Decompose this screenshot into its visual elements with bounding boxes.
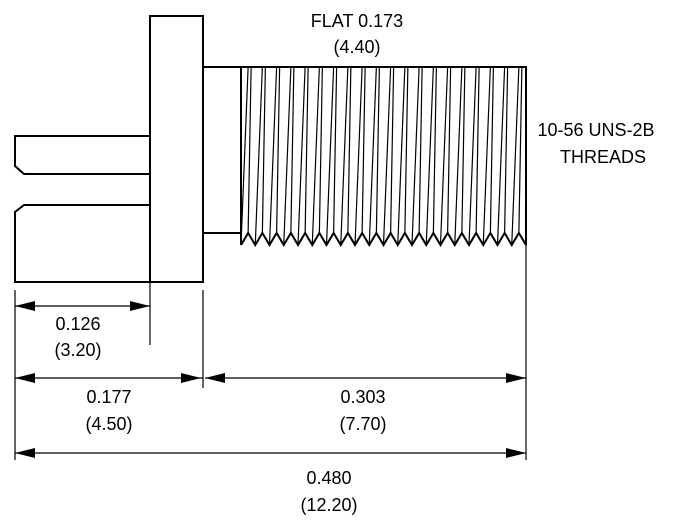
flat-section	[203, 66, 241, 234]
thread-line	[297, 66, 306, 246]
thread-line	[439, 66, 449, 246]
thread-line	[425, 66, 434, 246]
thread-line	[397, 66, 406, 246]
thread-line	[247, 66, 252, 234]
thread-line	[354, 66, 363, 246]
thread-line	[361, 66, 366, 234]
thread-line	[504, 66, 509, 234]
thread-line	[496, 66, 506, 246]
thread-line	[418, 66, 423, 234]
dimension-overall	[15, 448, 526, 458]
thread-line	[475, 66, 480, 234]
arrowhead-right-icon	[506, 373, 526, 383]
tab-length-inch: 0.126	[55, 314, 100, 334]
thread-line	[347, 66, 352, 234]
thread-line	[283, 66, 292, 246]
thread-line	[340, 66, 349, 246]
threaded-body	[240, 66, 527, 247]
thread-line	[368, 66, 377, 246]
thread-line	[254, 66, 263, 246]
flat-note-line1: FLAT 0.173	[311, 11, 403, 31]
thread-line	[432, 66, 437, 234]
thread-line	[461, 66, 466, 234]
flange-head	[149, 15, 204, 283]
arrowhead-right-icon	[506, 448, 526, 458]
thread-line	[311, 66, 320, 246]
thread-line	[447, 66, 452, 234]
upper-tab	[14, 135, 150, 175]
thread-line	[454, 66, 463, 246]
thread-length-inch: 0.303	[340, 387, 385, 407]
arrowhead-left-icon	[15, 301, 35, 311]
thread-line	[276, 66, 281, 234]
thread-line	[404, 66, 409, 234]
thread-line	[489, 66, 494, 234]
thread-line	[482, 66, 491, 246]
thread-note-line1: 10-56 UNS-2B	[537, 120, 654, 140]
thread-line	[411, 66, 420, 246]
head-length-mm: (4.50)	[85, 414, 132, 434]
arrowhead-right-icon	[181, 373, 201, 383]
thread-line	[390, 66, 395, 234]
lower-tab	[14, 204, 150, 283]
extension-lines	[14, 215, 527, 460]
head-length-inch: 0.177	[86, 387, 131, 407]
overall-length-mm: (12.20)	[300, 495, 357, 515]
thread-line	[518, 66, 523, 234]
arrowhead-left-icon	[205, 373, 225, 383]
dimension-thread	[205, 373, 526, 383]
thread-line	[290, 66, 295, 234]
thread-line	[333, 66, 338, 234]
arrowhead-left-icon	[15, 373, 35, 383]
thread-line	[268, 66, 278, 246]
thread-line	[261, 66, 266, 234]
tab-length-mm: (3.20)	[54, 340, 101, 360]
arrowhead-right-icon	[130, 301, 150, 311]
flat-note-line2: (4.40)	[333, 37, 380, 57]
thread-line	[468, 66, 477, 246]
thread-length-mm: (7.70)	[339, 414, 386, 434]
dimension-head	[15, 373, 203, 383]
thread-line	[511, 66, 520, 246]
thread-line	[325, 66, 335, 246]
overall-length-inch: 0.480	[306, 468, 351, 488]
part-outline	[14, 15, 527, 283]
thread-line	[382, 66, 392, 246]
thread-note-line2: THREADS	[560, 147, 646, 167]
arrowhead-left-icon	[15, 448, 35, 458]
thread-line	[375, 66, 380, 234]
thread-line	[240, 66, 249, 246]
dimension-tab	[15, 301, 150, 311]
thread-line	[318, 66, 323, 234]
thread-outline	[240, 66, 527, 245]
thread-line	[304, 66, 309, 234]
